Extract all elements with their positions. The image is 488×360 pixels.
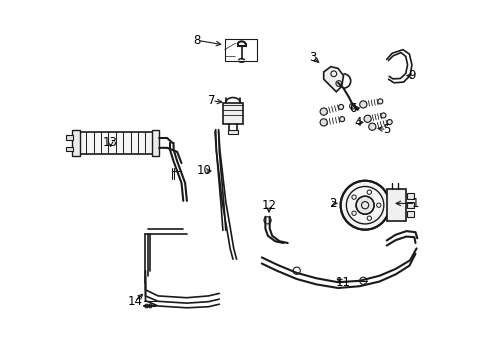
Text: 6: 6	[348, 102, 356, 114]
Text: 1: 1	[411, 197, 418, 210]
Bar	[223, 103, 243, 124]
Bar	[66, 135, 73, 140]
Text: 7: 7	[208, 94, 215, 107]
Bar	[406, 193, 413, 199]
Text: 13: 13	[103, 136, 118, 149]
Circle shape	[320, 108, 326, 115]
Circle shape	[386, 120, 391, 125]
Text: 11: 11	[335, 276, 350, 289]
Text: 9: 9	[407, 69, 415, 82]
Circle shape	[355, 196, 373, 214]
Bar	[227, 130, 238, 134]
Circle shape	[380, 113, 385, 118]
Bar	[224, 39, 257, 61]
Polygon shape	[323, 67, 343, 92]
Bar	[72, 130, 80, 156]
Text: 8: 8	[193, 34, 200, 47]
Text: 14: 14	[127, 295, 142, 308]
Circle shape	[340, 181, 389, 230]
Circle shape	[359, 101, 366, 108]
Text: 5: 5	[382, 123, 389, 136]
Bar	[66, 147, 73, 151]
Bar	[386, 189, 406, 221]
Text: 2: 2	[328, 197, 336, 210]
Text: 4: 4	[353, 116, 361, 129]
Text: 12: 12	[261, 199, 276, 212]
Bar	[79, 132, 152, 154]
Bar	[406, 211, 413, 217]
Bar	[152, 130, 159, 156]
Circle shape	[320, 119, 326, 126]
Circle shape	[368, 123, 375, 130]
Circle shape	[338, 104, 343, 109]
Circle shape	[377, 99, 382, 104]
Text: 10: 10	[196, 165, 211, 177]
Bar	[406, 202, 413, 208]
Circle shape	[339, 117, 344, 122]
Circle shape	[363, 115, 370, 122]
Text: 3: 3	[308, 51, 316, 64]
